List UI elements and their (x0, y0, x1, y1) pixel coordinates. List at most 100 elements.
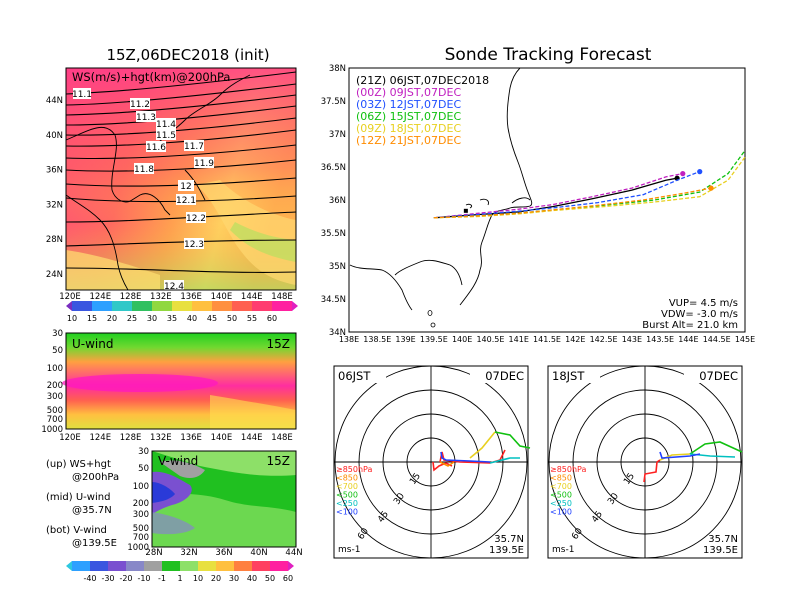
colorbar-label: 35 (167, 314, 177, 323)
hodo-legend-entry: <100 (336, 508, 358, 517)
lon-tick-label: 124E (89, 433, 111, 443)
pressure-tick-label: 300 (47, 392, 63, 402)
lon-tick-label: 138.5E (363, 335, 391, 344)
track-endpoint (708, 185, 714, 191)
v-wind-label: V-wind (158, 454, 198, 468)
track-line (433, 172, 683, 219)
left-title: 15Z,06DEC2018 (init) (106, 46, 269, 64)
pressure-tick-label: 50 (52, 346, 63, 356)
lon-tick-label: 128E (120, 292, 142, 302)
contour-label: 11.5 (156, 131, 176, 141)
hodo-date: 07DEC (699, 369, 738, 383)
contour-label: 11.7 (184, 142, 204, 152)
lon-tick-label: 148E (271, 433, 293, 443)
lat-tick-label: 44N (46, 96, 63, 106)
lon-tick-label: 128E (120, 433, 142, 443)
track-line (433, 156, 746, 219)
lon-tick-label: 144.5E (703, 335, 731, 344)
colorbar-label: -10 (137, 574, 150, 583)
lon-tick-label: 141.5E (533, 335, 561, 344)
colorbar-label: 25 (127, 314, 137, 323)
hodo-time: 06JST (338, 369, 371, 383)
hodo-lat: 35.7N (708, 534, 738, 545)
colorbar-label: -40 (83, 574, 96, 583)
launch-marker (463, 208, 468, 213)
hodo-legend-entry: <700 (336, 482, 358, 491)
u-wind-time: 15Z (267, 337, 291, 351)
track-line (433, 170, 700, 219)
right-title: Sonde Tracking Forecast (445, 45, 652, 65)
pressure-tick-label: 300 (133, 510, 149, 520)
contour-label: 11.1 (72, 90, 92, 100)
ws-panel-label: WS(m/s)+hgt(km)@200hPa (72, 70, 230, 84)
lon-tick-label: 143E (622, 335, 642, 344)
colorbar-label: 20 (107, 314, 117, 323)
lon-tick-label: 139.5E (420, 335, 448, 344)
lon-tick-label: 132E (150, 433, 172, 443)
lon-tick-label: 145E (735, 335, 755, 344)
lat-tick-label: 35N (329, 262, 346, 272)
pressure-tick-label: 30 (138, 447, 149, 457)
colorbar-label: 60 (283, 574, 293, 583)
colorbar-label: 10 (67, 314, 77, 323)
pressure-tick-label: 1000 (127, 543, 149, 553)
lat-tick-label: 40N (46, 131, 63, 141)
hodograph-right: 18JST 07DEC 15 30 45 60 ≥850hPa<850<700<… (547, 365, 743, 559)
track-endpoint (680, 171, 686, 177)
lon-tick-label: 144E (678, 335, 698, 344)
lon-tick-label: 140E (211, 433, 233, 443)
track-legend-entry: (21Z) 06JST,07DEC2018 (356, 74, 489, 87)
contour-label: 11.3 (136, 113, 156, 123)
note-b: @139.5E (72, 538, 117, 549)
lat-tick-label: 36.5N (321, 163, 346, 173)
lat-tick-label: 36N (329, 196, 346, 206)
legend-notes: (up) WS+hgt @200hPa (mid) U-wind @35.7N … (46, 459, 119, 549)
colorbar-label: -20 (119, 574, 132, 583)
lat-tick-label: 37N (329, 130, 346, 140)
pressure-tick-label: 100 (47, 364, 63, 374)
pressure-tick-label: 1000 (41, 425, 63, 435)
colorbar-label: 30 (229, 574, 239, 583)
lon-tick-label: 124E (89, 292, 111, 302)
hodo-legend-entry: <500 (336, 491, 358, 500)
lon-tick-label: 143.5E (646, 335, 674, 344)
hodo-legend-entry: <100 (550, 508, 572, 517)
pressure-tick-label: 500 (47, 406, 63, 416)
colorbar-label: 15 (87, 314, 97, 323)
lat-tick-label: 24N (46, 270, 63, 280)
track-legend-entry: (12Z) 21JST,07DEC (356, 134, 461, 147)
note-a: (up) WS+hgt (46, 459, 111, 470)
track-legend-entry: (00Z) 09JST,07DEC (356, 86, 461, 99)
hodo-legend-entry: ≥850hPa (336, 465, 373, 474)
hodo-legend-entry: <500 (550, 491, 572, 500)
hodo-time: 18JST (552, 369, 585, 383)
hodo-lat: 35.7N (494, 534, 524, 545)
colorbar-label: 55 (247, 314, 257, 323)
colorbar-label: 10 (193, 574, 203, 583)
colorbar-label: 40 (187, 314, 197, 323)
contour-label: 12.1 (176, 196, 196, 206)
lon-tick-label: 120E (59, 292, 81, 302)
hodo-legend-entry: ≥850hPa (550, 465, 587, 474)
pressure-tick-label: 200 (47, 381, 63, 391)
launch-info-line: Burst Alt= 21.0 km (642, 320, 738, 331)
launch-info-line: VUP= 4.5 m/s (669, 298, 738, 309)
lat-tick-label: 44N (285, 548, 302, 558)
u-wind-label: U-wind (72, 337, 113, 351)
hodo-lon: 139.5E (703, 545, 738, 556)
track-endpoint (697, 169, 703, 175)
pressure-tick-label: 200 (133, 499, 149, 509)
lat-tick-label: 28N (145, 548, 162, 558)
contour-label: 11.4 (156, 120, 176, 130)
hodo-unit: ms-1 (338, 545, 360, 555)
lat-tick-label: 38N (329, 64, 346, 74)
colorbar-label: -30 (101, 574, 114, 583)
colorbar-label: 45 (207, 314, 217, 323)
track-line (433, 150, 746, 219)
hodograph-left: 06JST 07DEC 15 30 45 60 ≥850hPa<850<700<… (333, 365, 531, 559)
lon-tick-label: 136E (180, 433, 202, 443)
v-wind-time: 15Z (267, 454, 291, 468)
pressure-tick-label: 700 (47, 415, 63, 425)
hodo-unit: ms-1 (552, 545, 574, 555)
